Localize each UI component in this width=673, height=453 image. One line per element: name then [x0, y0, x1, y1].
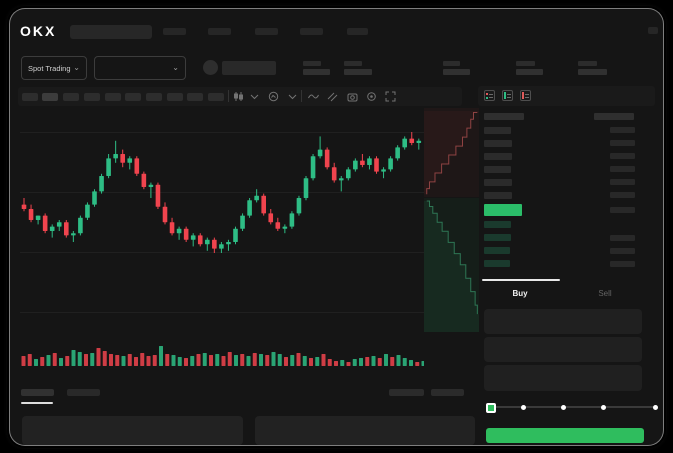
- nav-item[interactable]: [300, 28, 323, 35]
- ask-price-skeleton: [484, 166, 511, 173]
- timeframe-button[interactable]: [84, 93, 100, 101]
- last-price-amount: [610, 207, 635, 213]
- market-type-label: Spot Trading: [28, 63, 71, 73]
- settings-icon[interactable]: [366, 91, 377, 102]
- ask-amount-skeleton: [610, 192, 635, 198]
- search-bar[interactable]: [70, 25, 152, 39]
- bid-price-skeleton: [484, 221, 511, 228]
- volume-bars: [21, 346, 424, 366]
- timeframe-button[interactable]: [63, 93, 79, 101]
- market-type-selector[interactable]: Spot Trading ⌄: [21, 56, 87, 80]
- book-combined-icon[interactable]: [484, 90, 495, 101]
- price-input[interactable]: [484, 309, 642, 334]
- depth-chart[interactable]: [424, 108, 479, 332]
- orders-filter[interactable]: [431, 389, 464, 396]
- ask-price-skeleton: [484, 179, 512, 186]
- slider-step-dot[interactable]: [561, 405, 566, 410]
- chevron-down-icon[interactable]: [250, 94, 261, 105]
- bid-amount-skeleton: [610, 235, 635, 241]
- orders-tab[interactable]: [21, 389, 54, 396]
- tab-sell[interactable]: Sell: [598, 289, 612, 298]
- nav-item[interactable]: [255, 28, 278, 35]
- history-tab[interactable]: [67, 389, 100, 396]
- bid-price-skeleton: [484, 260, 510, 267]
- ask-amount-skeleton: [610, 166, 635, 172]
- nav-item[interactable]: [163, 28, 186, 35]
- book-asks-icon[interactable]: [520, 90, 531, 101]
- book-header-amount: [594, 113, 634, 120]
- open-orders-panel: [22, 416, 243, 445]
- chevron-down-icon: ⌄: [73, 63, 80, 72]
- ask-price-skeleton: [484, 153, 512, 160]
- ask-price-skeleton: [484, 140, 512, 147]
- orders-tab-indicator: [21, 402, 53, 404]
- okx-logo[interactable]: OKX: [20, 23, 57, 39]
- draw-icon[interactable]: [327, 91, 338, 102]
- orders-filter[interactable]: [389, 389, 424, 396]
- candlestick-chart[interactable]: [20, 108, 424, 332]
- tab-buy[interactable]: Buy: [512, 289, 528, 298]
- camera-icon[interactable]: [347, 91, 358, 102]
- candle-style-icon[interactable]: [233, 91, 244, 102]
- indicators-icon[interactable]: [268, 91, 279, 102]
- slider-step-dot[interactable]: [653, 405, 658, 410]
- gridline: [20, 312, 424, 313]
- chevron-down-icon[interactable]: [288, 94, 299, 105]
- timeframe-button[interactable]: [187, 93, 203, 101]
- line-style-icon[interactable]: [308, 92, 319, 103]
- pair-selector[interactable]: ⌄: [94, 56, 186, 80]
- buy-submit-button[interactable]: [486, 428, 644, 443]
- book-header-price: [484, 113, 524, 120]
- chevron-down-icon: ⌄: [172, 63, 179, 72]
- book-bids-icon[interactable]: [502, 90, 513, 101]
- nav-item[interactable]: [208, 28, 231, 35]
- ask-amount-skeleton: [610, 140, 635, 146]
- bid-amount-skeleton: [610, 261, 635, 267]
- total-input[interactable]: [484, 365, 642, 391]
- coin-avatar: [203, 60, 218, 75]
- timeframe-button[interactable]: [208, 93, 224, 101]
- bid-price-skeleton: [484, 247, 510, 254]
- slider-handle[interactable]: [486, 403, 496, 413]
- ask-amount-skeleton: [610, 179, 635, 185]
- timeframe-button[interactable]: [125, 93, 141, 101]
- nav-item[interactable]: [347, 28, 368, 35]
- ask-amount-skeleton: [610, 127, 635, 133]
- timeframe-button-active[interactable]: [42, 93, 58, 101]
- ask-price-skeleton: [484, 192, 512, 199]
- nav-item[interactable]: [648, 27, 658, 34]
- orderbook-toolbar-bg: [478, 86, 655, 106]
- gridline: [20, 132, 424, 133]
- amount-input[interactable]: [484, 337, 642, 362]
- bid-price-skeleton: [484, 234, 511, 241]
- gridline: [20, 252, 424, 253]
- order-history-panel: [255, 416, 475, 445]
- timeframe-button[interactable]: [105, 93, 121, 101]
- last-price-bar: [484, 204, 522, 216]
- pair-name-skeleton: [222, 61, 276, 75]
- timeframe-button[interactable]: [22, 93, 38, 101]
- active-tab-indicator: [482, 279, 560, 281]
- timeframe-button[interactable]: [146, 93, 162, 101]
- bid-amount-skeleton: [610, 248, 635, 254]
- amount-slider-track[interactable]: [490, 406, 658, 408]
- slider-step-dot[interactable]: [601, 405, 606, 410]
- slider-step-dot[interactable]: [521, 405, 526, 410]
- gridline: [20, 192, 424, 193]
- fullscreen-icon[interactable]: [385, 91, 396, 102]
- ask-price-skeleton: [484, 127, 511, 134]
- ask-amount-skeleton: [610, 153, 635, 159]
- timeframe-button[interactable]: [167, 93, 183, 101]
